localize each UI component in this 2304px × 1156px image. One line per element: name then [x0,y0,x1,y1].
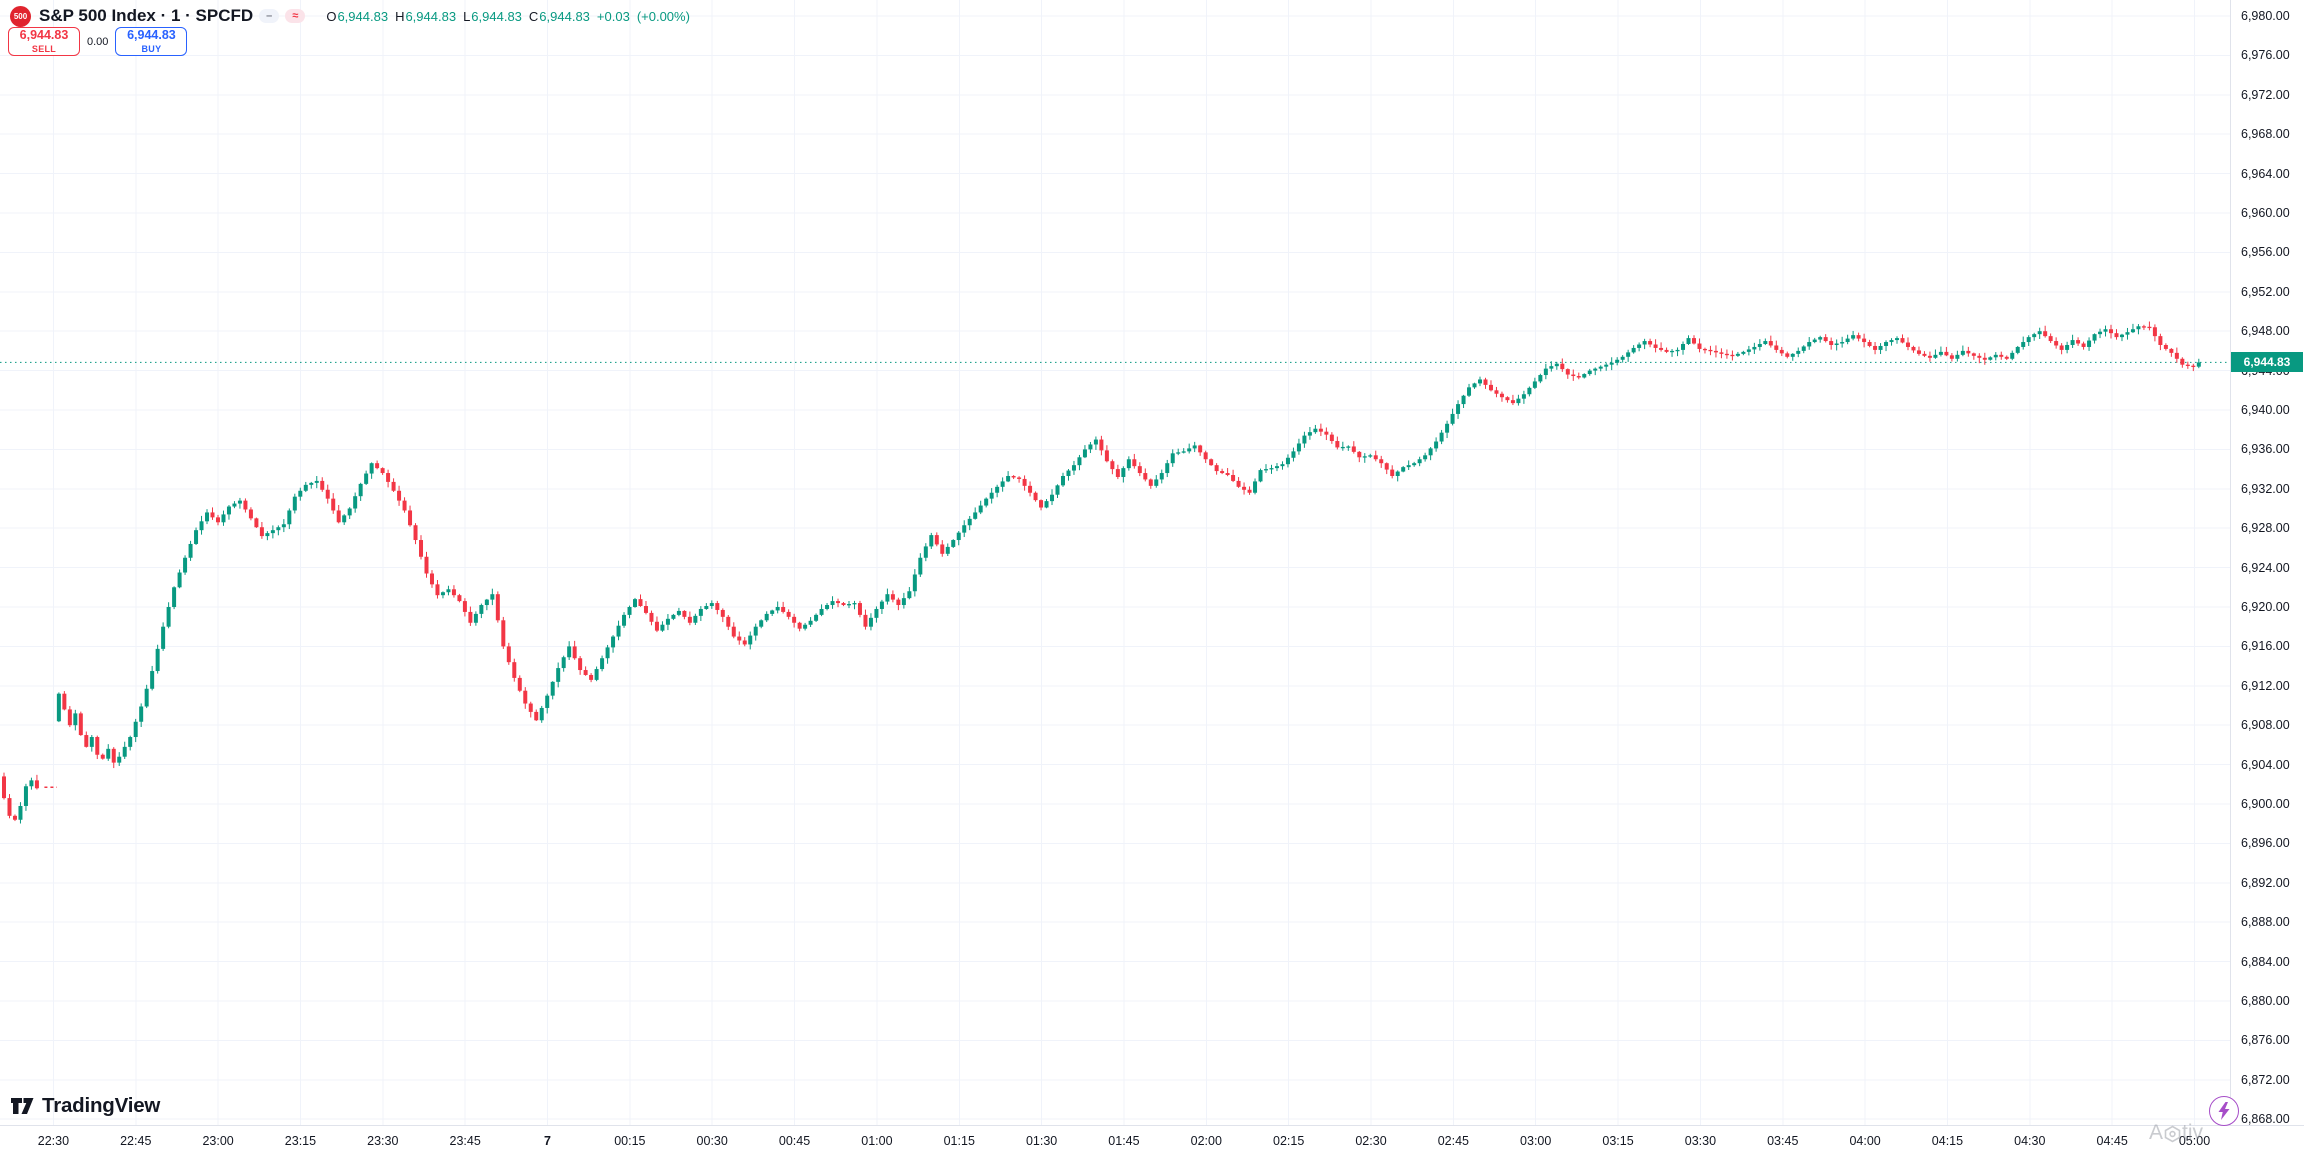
time-axis-label: 00:30 [696,1134,728,1148]
price-axis-label: 6,908.00 [2241,718,2290,733]
watermark-prefix: A [2149,1121,2164,1144]
price-axis-label: 6,880.00 [2241,994,2290,1008]
price-axis-label: 6,896.00 [2241,836,2290,851]
tradingview-logo-text: TradingView [42,1094,161,1117]
tradingview-logo[interactable]: TradingView [10,1094,160,1118]
price-axis-label: 6,928.00 [2241,521,2290,536]
symbol-title[interactable]: S&P 500 Index · 1 · SPCFD [39,6,254,25]
time-axis-label: 01:45 [1108,1134,1140,1148]
time-axis-label: 03:15 [1602,1134,1634,1148]
price-axis[interactable]: 6,980.00 6,976.00 6,972.00 6,968.00 6,964.00… [2230,0,2304,1127]
trade-panel: 6,944.83 SELL 0.00 6,944.83 BUY [8,27,188,56]
time-axis[interactable]: 22:30 22:45 23:00 23:15 23:30 23:45 7 00:15 00:3… [0,1125,2304,1156]
time-axis-label: 03:45 [1767,1134,1799,1148]
sell-price: 6,944.83 [19,28,69,43]
last-price-tag: 6,944.83 [2231,352,2303,373]
price-axis-label: 6,924.00 [2241,560,2290,575]
price-axis-label: 6,868.00 [2241,1112,2290,1127]
low-label: L [463,8,471,24]
price-axis-label: 6,904.00 [2241,757,2290,772]
high-label: H [395,8,405,24]
hexagon-icon [2164,1125,2181,1143]
spread-value: 0.00 [87,35,109,48]
lightning-icon [2218,1102,2230,1120]
ohlc-readout: O 6,944.83 H 6,944.83 L 6,944.83 C 6,944… [319,9,690,24]
time-axis-label: 02:45 [1437,1134,1469,1148]
price-axis-label: 6,948.00 [2241,324,2290,339]
buy-button[interactable]: 6,944.83 BUY [115,27,188,56]
price-axis-label: 6,920.00 [2241,600,2290,614]
open-value: 6,944.83 [337,8,389,24]
time-axis-label: 22:30 [37,1134,70,1148]
time-axis-label: 04:30 [2014,1134,2046,1148]
time-axis-label: 23:15 [284,1134,317,1148]
price-axis-label: 6,976.00 [2241,48,2290,63]
candlestick-chart[interactable] [0,0,2230,1125]
time-axis-label: 04:00 [1849,1134,1881,1148]
time-axis-label: 23:45 [449,1134,481,1148]
price-axis-label: 6,932.00 [2241,481,2290,496]
watermark-suffix: tiv [2182,1121,2204,1144]
minus-pill-icon[interactable]: – [259,9,280,23]
time-axis-label: 02:30 [1355,1134,1387,1148]
open-label: O [326,8,337,24]
price-axis-label: 6,936.00 [2241,442,2290,457]
price-axis-label: 6,892.00 [2241,875,2290,890]
candles-layer [2,321,2201,824]
sell-button[interactable]: 6,944.83 SELL [8,27,80,56]
approx-pill-icon[interactable]: ≈ [285,9,306,23]
time-axis-label: 01:00 [861,1134,893,1148]
close-label: C [528,8,539,24]
time-axis-label: 05:00 [2178,1134,2211,1148]
sell-label: SELL [31,43,57,54]
time-axis-label: 04:15 [1931,1134,1964,1148]
time-axis-label: 03:00 [1520,1134,1552,1148]
close-value: 6,944.83 [539,8,590,24]
low-value: 6,944.83 [471,8,522,24]
time-axis-label: 22:45 [120,1134,152,1148]
time-axis-label: 23:30 [367,1134,399,1148]
price-axis-label: 6,900.00 [2241,797,2290,811]
time-axis-label: 03:30 [1684,1134,1717,1148]
time-axis-label: 23:00 [202,1134,234,1148]
buy-price: 6,944.83 [127,28,176,43]
time-axis-label: 02:15 [1273,1134,1305,1148]
price-axis-label: 6,952.00 [2241,284,2290,299]
time-axis-label: 01:30 [1025,1134,1058,1148]
price-axis-label: 6,884.00 [2241,954,2290,969]
time-axis-label: 00:15 [614,1134,646,1148]
time-axis-label: 7 [544,1134,551,1148]
price-axis-label: 6,980.00 [2241,9,2290,23]
watermark: A tiv [2149,1121,2203,1145]
symbol-header: 500 S&P 500 Index · 1 · SPCFD – ≈ O 6,94… [10,4,690,28]
price-axis-label: 6,956.00 [2241,245,2290,260]
price-axis-label: 6,940.00 [2241,403,2290,417]
price-axis-label: 6,972.00 [2241,87,2290,102]
price-axis-label: 6,960.00 [2241,206,2290,220]
price-axis-label: 6,916.00 [2241,639,2290,654]
price-axis-label: 6,888.00 [2241,915,2290,930]
price-axis-label: 6,876.00 [2241,1033,2290,1048]
change-value: +0.03 [596,8,630,24]
buy-label: BUY [141,43,162,54]
change-percent: (+0.00%) [636,8,690,24]
price-axis-label: 6,912.00 [2241,678,2290,693]
tradingview-logo-icon [11,1098,34,1114]
lightning-button[interactable] [2209,1096,2239,1126]
price-axis-label: 6,872.00 [2241,1072,2290,1087]
high-value: 6,944.83 [405,8,457,24]
price-axis-label: 6,968.00 [2241,127,2290,142]
price-axis-label: 6,964.00 [2241,166,2290,181]
time-axis-label: 02:00 [1190,1134,1222,1148]
sp500-logo-icon: 500 [10,5,31,27]
time-axis-label: 01:15 [943,1134,975,1148]
time-axis-label: 04:45 [2096,1134,2128,1148]
time-axis-label: 00:45 [778,1134,811,1148]
